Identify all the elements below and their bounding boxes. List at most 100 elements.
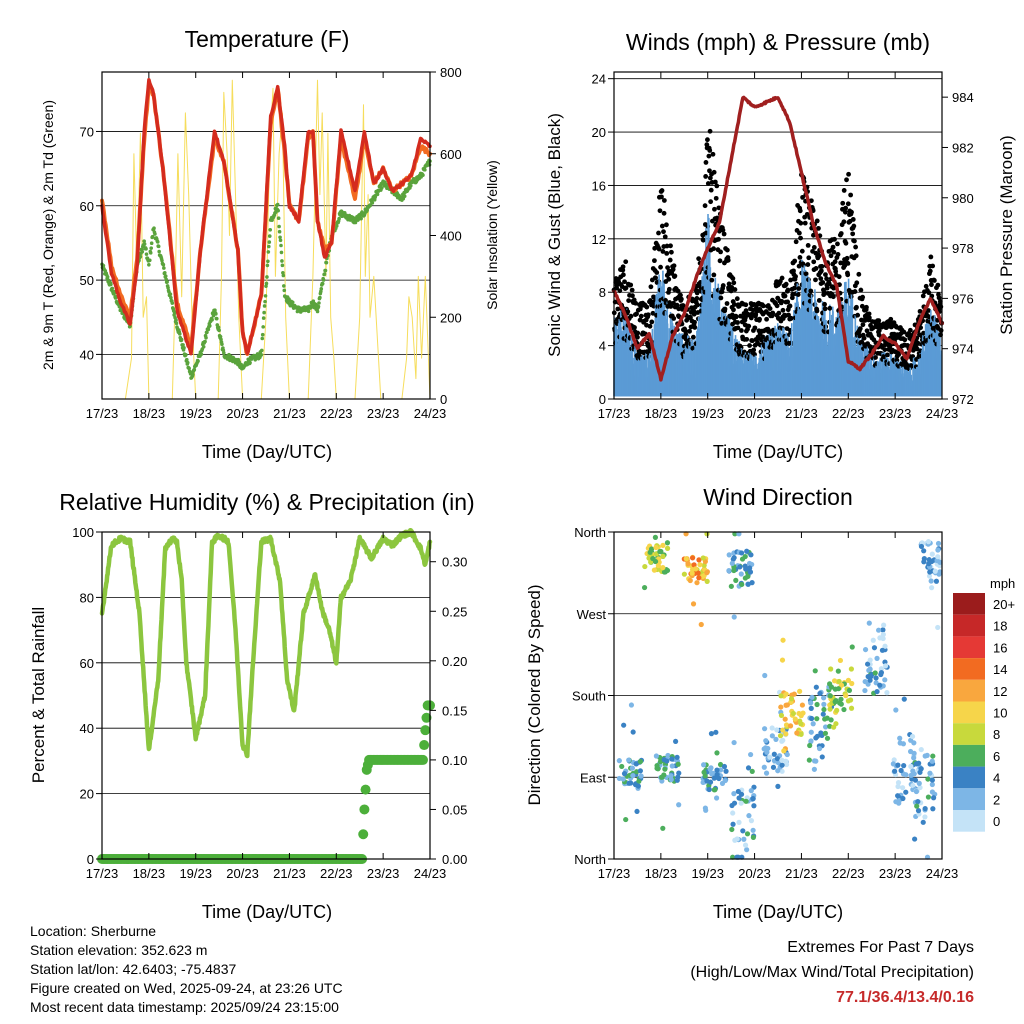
direction-point	[903, 772, 909, 778]
temperature-ylabel-right: Solar Insolation (Yellow)	[484, 160, 500, 310]
direction-point	[697, 562, 703, 568]
y-right-tick-label: 982	[952, 140, 974, 155]
direction-point	[733, 577, 739, 583]
gust-point	[811, 244, 817, 250]
gust-point	[695, 288, 701, 294]
gust-point	[632, 325, 637, 330]
dewpoint-point	[365, 208, 370, 212]
direction-point	[845, 677, 851, 683]
gust-point	[683, 328, 688, 334]
direction-point	[655, 766, 661, 772]
direction-point	[817, 690, 823, 697]
gust-point	[860, 294, 866, 300]
direction-point	[819, 754, 825, 760]
direction-point	[689, 555, 696, 561]
gust-point	[844, 255, 850, 261]
x-tick-label: 24/23	[926, 406, 959, 421]
temperature-panel: Temperature (F) 2m & 9m T (Red, Orange) …	[40, 26, 500, 462]
dewpoint-point	[165, 280, 169, 284]
gust-point	[918, 325, 924, 331]
x-tick-label: 17/23	[598, 866, 631, 881]
direction-point	[882, 643, 888, 649]
dewpoint-point	[261, 316, 266, 320]
direction-point	[933, 578, 940, 584]
legend-label: 8	[993, 727, 1000, 742]
gust-point	[821, 289, 827, 295]
direction-point	[929, 551, 935, 557]
dewpoint-point	[179, 337, 184, 342]
gust-point	[854, 304, 859, 310]
direction-point	[731, 614, 737, 620]
gust-point	[720, 283, 726, 288]
dewpoint-point	[267, 240, 272, 244]
direction-point	[808, 705, 814, 711]
direction-point	[835, 686, 842, 692]
gust-point	[888, 316, 894, 322]
direction-point	[828, 666, 834, 672]
dewpoint-point	[144, 252, 149, 256]
direction-point	[708, 731, 715, 737]
y-right-tick-label: 200	[440, 310, 462, 325]
direction-point	[824, 735, 831, 741]
direction-point	[926, 573, 933, 579]
direction-point	[877, 635, 883, 641]
direction-point	[878, 666, 884, 672]
direction-point	[909, 733, 916, 740]
x-tick-label: 23/23	[367, 406, 400, 421]
gust-point	[824, 285, 830, 291]
direction-point	[921, 556, 927, 562]
gust-point	[835, 252, 841, 257]
direction-point	[629, 765, 635, 771]
dewpoint-point	[280, 259, 284, 263]
gust-point	[660, 249, 666, 254]
x-tick-label: 17/23	[86, 406, 119, 421]
direction-point	[616, 775, 622, 782]
temperature-title: Temperature (F)	[185, 26, 350, 52]
dewpoint-point	[142, 239, 146, 243]
direction-point	[784, 702, 790, 708]
x-tick-label: 18/23	[133, 866, 166, 881]
wind-pressure-panel: Winds (mph) & Pressure (mb) Sonic Wind &…	[545, 29, 1016, 462]
wind-ylabel: Sonic Wind & Gust (Blue, Black)	[545, 113, 564, 357]
gust-point	[813, 266, 819, 271]
gust-point	[659, 223, 665, 229]
precip-point	[419, 740, 430, 751]
gust-point	[706, 153, 712, 159]
gust-point	[645, 312, 651, 318]
direction-point	[867, 666, 873, 672]
dewpoint-point	[248, 360, 252, 365]
direction-point	[899, 785, 906, 791]
gust-point	[671, 316, 677, 321]
gust-point	[876, 328, 882, 333]
gust-point	[707, 175, 713, 181]
dewpoint-point	[181, 343, 185, 347]
gust-point	[859, 317, 864, 323]
direction-point	[789, 692, 795, 698]
direction-point	[873, 675, 879, 681]
direction-point	[714, 767, 720, 773]
gust-point	[638, 313, 644, 319]
direction-point	[739, 550, 745, 556]
dewpoint-point	[262, 304, 267, 308]
y-tick-label: 40	[80, 347, 94, 362]
dewpoint-point	[276, 216, 281, 220]
direction-point	[750, 796, 756, 802]
gust-point	[808, 288, 814, 294]
direction-point	[742, 842, 749, 848]
gust-point	[623, 285, 629, 291]
y-right-tick-label: 980	[952, 191, 974, 206]
gust-point	[694, 296, 700, 301]
gust-point	[671, 263, 677, 269]
gust-point	[785, 287, 791, 293]
dewpoint-point	[277, 224, 281, 229]
gust-point	[920, 293, 926, 299]
direction-point	[778, 712, 785, 719]
dewpoint-point	[191, 372, 195, 377]
legend-swatch	[953, 788, 985, 810]
gust-point	[787, 303, 793, 309]
extremes-values: 77.1/36.4/13.4/0.16	[836, 989, 974, 1006]
direction-point	[913, 788, 919, 795]
direction-point	[675, 774, 681, 780]
gust-point	[856, 271, 862, 277]
y-tick-label: 100	[72, 525, 94, 540]
